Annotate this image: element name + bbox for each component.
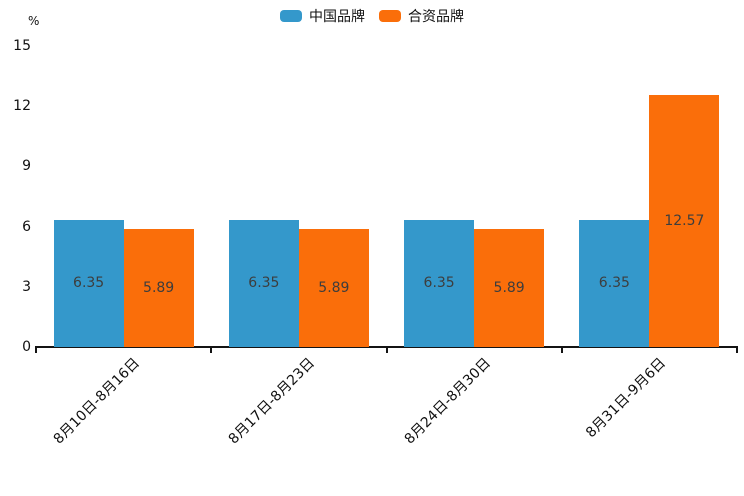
bar-value-label: 6.35 [598, 275, 630, 292]
bar-series-1-group-2 [474, 228, 545, 347]
bar-value-label: 6.35 [73, 275, 105, 292]
bar-series-0-group-2 [404, 219, 475, 347]
x-axis-category-label-text: 8月17日-8月23日 [226, 355, 319, 448]
x-axis-tick [35, 348, 37, 353]
y-axis-unit-label: % [28, 14, 40, 28]
y-axis-tick-label: 3 [22, 278, 31, 295]
x-axis-category-label-text: 8月31日-9月6日 [582, 355, 669, 442]
y-axis-tick-label: 0 [22, 339, 31, 355]
bar-series-0-group-0 [53, 219, 124, 347]
bar-value-label: 5.89 [318, 279, 350, 296]
x-axis-tick [560, 348, 563, 353]
legend-item-joint-venture-brand[interactable]: 合资品牌 [379, 6, 464, 26]
y-axis-tick-label: 15 [13, 38, 31, 54]
bar-value-label: 6.35 [248, 275, 280, 292]
bar-value-label: 12.57 [664, 212, 705, 229]
legend-label: 中国品牌 [309, 9, 365, 25]
x-axis-tick [736, 348, 738, 353]
legend-item-china-brand[interactable]: 中国品牌 [280, 6, 365, 26]
bar-value-label: 6.35 [423, 275, 455, 292]
bar-value-label: 5.89 [493, 279, 525, 296]
bar-series-0-group-3 [579, 219, 650, 347]
legend-label: 合资品牌 [408, 9, 464, 25]
x-axis-tick [210, 348, 213, 353]
bar-series-0-group-1 [228, 219, 299, 347]
y-axis-tick-label: 9 [22, 158, 31, 175]
x-axis-line [35, 346, 738, 348]
y-axis-tick-label: 12 [13, 98, 31, 115]
bar-value-label: 5.89 [143, 279, 175, 296]
bar-series-1-group-3 [649, 94, 720, 347]
bar-series-1-group-1 [298, 228, 369, 347]
chart-legend: 中国品牌 合资品牌 [0, 6, 744, 26]
bar-series-1-group-0 [123, 228, 194, 347]
y-axis-tick-label: 6 [22, 218, 31, 235]
x-axis-category-label-text: 8月24日-8月30日 [401, 355, 494, 448]
legend-swatch-joint-venture-brand [379, 10, 401, 22]
x-axis-tick [385, 348, 388, 353]
legend-swatch-china-brand [280, 10, 302, 22]
x-axis-category-label-text: 8月10日-8月16日 [50, 355, 144, 448]
